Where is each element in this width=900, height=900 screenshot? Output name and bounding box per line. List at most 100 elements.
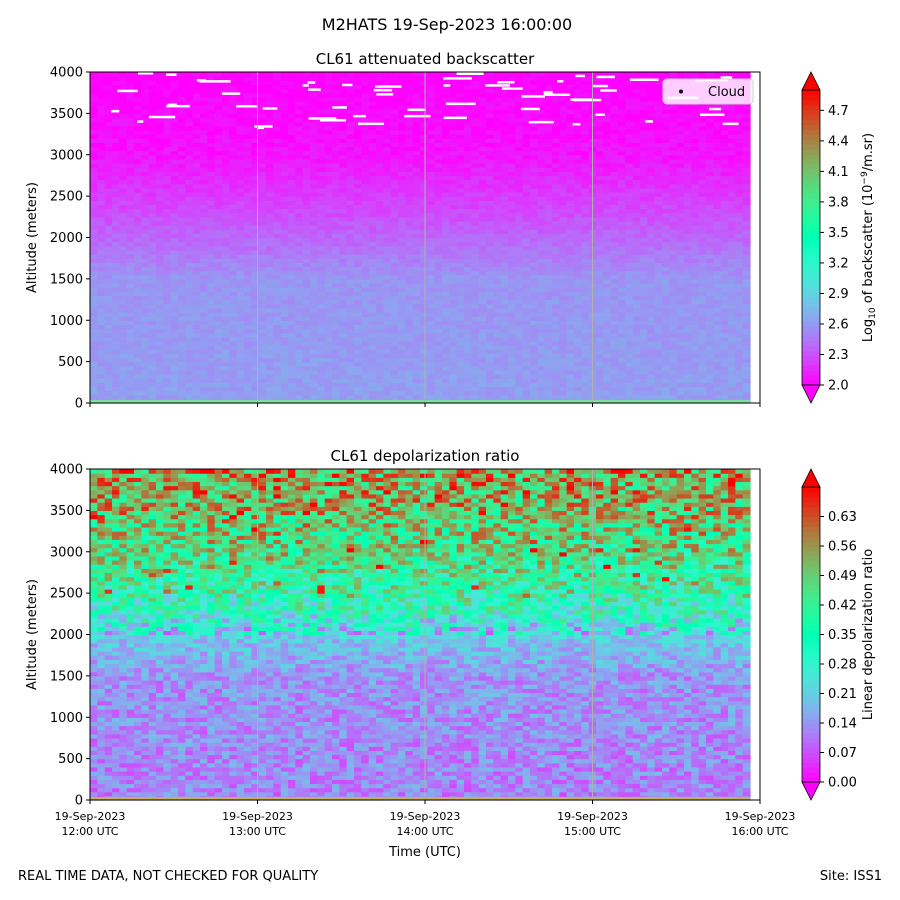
heatmap-cell [640,394,648,400]
heatmap-cell [676,332,685,338]
heatmap-cell [251,179,260,185]
heatmap-cell [442,179,450,185]
heatmap-cell [361,274,370,280]
heatmap-cell [742,307,751,313]
heatmap-cell [420,187,428,193]
heatmap-cell [324,212,333,218]
heatmap-cell [112,274,120,280]
heatmap-cell [141,311,150,317]
heatmap-cell [574,357,582,363]
heatmap-cell [500,191,509,197]
heatmap-cell [552,237,560,243]
heatmap-cell [486,374,494,379]
heatmap-cell [390,237,399,243]
heatmap-cell [288,216,296,222]
heatmap-cell [442,357,450,363]
heatmap-cell [456,311,465,317]
heatmap-cell [97,291,106,297]
heatmap-cell [383,225,392,230]
heatmap-cell [90,287,98,292]
heatmap-cell [376,369,384,375]
heatmap-cell [420,345,428,350]
heatmap-cell [383,175,392,181]
heatmap-cell [625,262,634,268]
heatmap-cell [207,283,216,288]
heatmap-cell [618,229,626,234]
heatmap-cell [698,179,707,185]
heatmap-cell [508,307,516,313]
heatmap-cell [324,237,333,243]
heatmap-cell [456,303,465,309]
heatmap-cell [302,270,311,276]
heatmap-cell [273,307,282,313]
heatmap-cell [486,316,494,321]
heatmap-cell [603,175,612,181]
heatmap-cell [544,241,553,247]
heatmap-cell [317,291,326,297]
heatmap-cell [222,225,230,230]
heatmap-cell [654,382,663,388]
heatmap-cell [229,237,238,243]
heatmap-cell [163,225,172,230]
heatmap-cell [104,220,113,226]
heatmap-cell [456,241,465,247]
heatmap-cell [508,266,516,272]
heatmap-cell [398,208,406,214]
heatmap-cell [222,324,230,330]
heatmap-cell [420,204,428,210]
heatmap-cell [361,175,370,181]
heatmap-cell [640,320,648,325]
heatmap-cell [552,320,560,325]
heatmap-cell [544,183,553,189]
heatmap-cell [354,353,362,359]
heatmap-cell [434,311,443,317]
heatmap-cell [449,365,458,371]
heatmap-cell [625,328,634,334]
heatmap-cell [361,204,370,210]
heatmap-cell [112,204,120,210]
heatmap-cell [522,361,531,367]
heatmap-cell [581,287,590,292]
heatmap-cell [104,179,113,185]
heatmap-cell [412,237,421,243]
heatmap-cell [156,278,164,284]
heatmap-cell [361,345,370,350]
heatmap-cell [456,254,465,259]
heatmap-cell [390,394,399,400]
heatmap-cell [508,245,516,251]
heatmap-cell [632,212,641,218]
heatmap-cell [610,187,619,193]
heatmap-cell [478,320,487,325]
heatmap-cell [530,212,538,218]
heatmap-cell [295,216,304,222]
heatmap-cell [478,179,487,185]
heatmap-cell [632,345,641,350]
heatmap-cell [112,332,120,338]
heatmap-cell [302,196,311,201]
heatmap-cell [684,278,692,284]
heatmap-cell [310,233,318,239]
heatmap-cell [141,266,150,272]
heatmap-cell [273,200,282,205]
heatmap-cell [251,328,260,334]
heatmap-cell [698,361,707,367]
heatmap-cell [522,345,531,350]
heatmap-cell [229,332,238,338]
heatmap-cell [332,212,340,218]
heatmap-cell [691,365,700,371]
heatmap-cell [427,270,436,276]
heatmap-cell [684,299,692,305]
heatmap-cell [339,291,348,297]
heatmap-cell [559,394,568,400]
heatmap-cell [405,324,414,330]
heatmap-cell [728,241,736,247]
heatmap-cell [478,390,487,396]
heatmap-cell [163,237,172,243]
heatmap-cell [427,357,436,363]
heatmap-cell [493,361,502,367]
heatmap-cell [178,365,186,371]
heatmap-cell [464,365,472,371]
heatmap-cell [134,254,142,259]
heatmap-cell [251,233,260,239]
heatmap-cell [478,200,487,205]
